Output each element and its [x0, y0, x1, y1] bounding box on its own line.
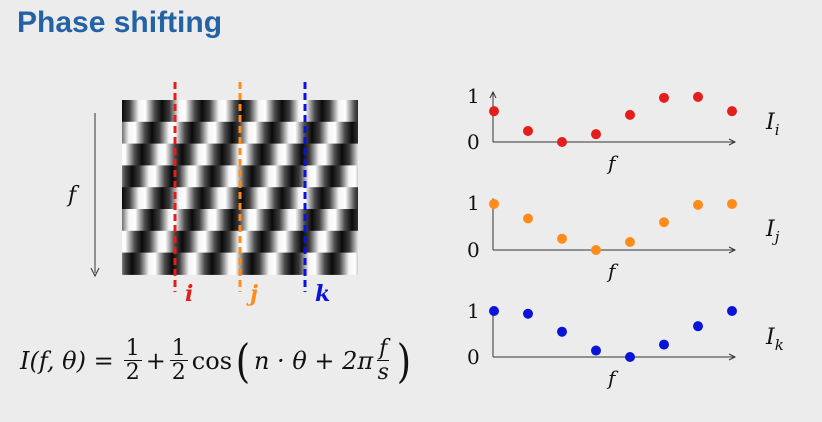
data-point [693, 91, 703, 102]
formula-cos: cos [191, 346, 233, 375]
x-axis-label: f [606, 259, 619, 283]
f-axis-arrow [90, 113, 100, 278]
y-tick-label: 1 [467, 84, 480, 108]
data-point [523, 308, 533, 319]
formula-arg: n · θ + 2π [253, 346, 374, 375]
data-point [557, 137, 567, 147]
intensity-plots: 0 1 f Ii 0 1 f Ij 0 1 f Ik [467, 84, 784, 390]
y-tick-label: 1 [467, 299, 480, 323]
slide-title: Phase shifting [17, 6, 223, 39]
y-tick-label: 1 [467, 191, 480, 215]
formula-half-2: 1 2 [169, 336, 188, 386]
data-point [727, 106, 737, 117]
data-point [693, 199, 703, 210]
formula-plus: + [145, 346, 166, 375]
formula-half: 1 2 [123, 336, 142, 386]
data-point [693, 321, 703, 332]
data-point [591, 129, 601, 140]
data-point [659, 217, 669, 228]
f-axis-label: f [66, 183, 80, 208]
y-tick-label: 0 [467, 238, 480, 262]
y-tick-label: 0 [467, 130, 480, 154]
data-point [523, 125, 533, 136]
formula-f-over-s: f s [377, 336, 390, 386]
x-axis-label: f [606, 366, 619, 390]
data-point [489, 198, 499, 209]
series-label: Ik [765, 325, 784, 354]
series-label: Ii [765, 110, 780, 139]
data-point [557, 233, 567, 244]
formula-open-paren: ( [235, 333, 251, 388]
data-point [659, 339, 669, 350]
fringe-pattern-image [122, 100, 358, 275]
data-point [591, 345, 601, 356]
fringe-band [122, 100, 358, 123]
data-point [591, 245, 601, 255]
column-k-label: k [315, 281, 330, 307]
data-point [557, 326, 567, 337]
y-tick-label: 0 [467, 345, 480, 369]
data-point [523, 213, 533, 224]
data-point [489, 106, 499, 117]
data-point [625, 352, 635, 362]
data-point [625, 237, 635, 248]
data-point [625, 109, 635, 120]
intensity-plot-i: 0 1 f Ii [467, 84, 780, 175]
data-point [489, 306, 499, 316]
formula-close-paren: ) [397, 333, 412, 388]
formula-lhs: I(f, θ) = [20, 346, 114, 375]
data-point [727, 306, 737, 316]
data-point [659, 92, 669, 103]
x-axis-label: f [606, 151, 619, 175]
data-point [727, 198, 737, 209]
intensity-formula: I(f, θ) = 1 2 + 1 2 cos ( n · θ + 2π f s… [20, 337, 415, 384]
intensity-plot-j: 0 1 f Ij [467, 191, 780, 283]
column-j-label: j [246, 281, 258, 307]
column-i-label: i [185, 281, 193, 307]
intensity-plot-k: 0 1 f Ik [467, 299, 784, 390]
series-label: Ij [765, 217, 780, 246]
